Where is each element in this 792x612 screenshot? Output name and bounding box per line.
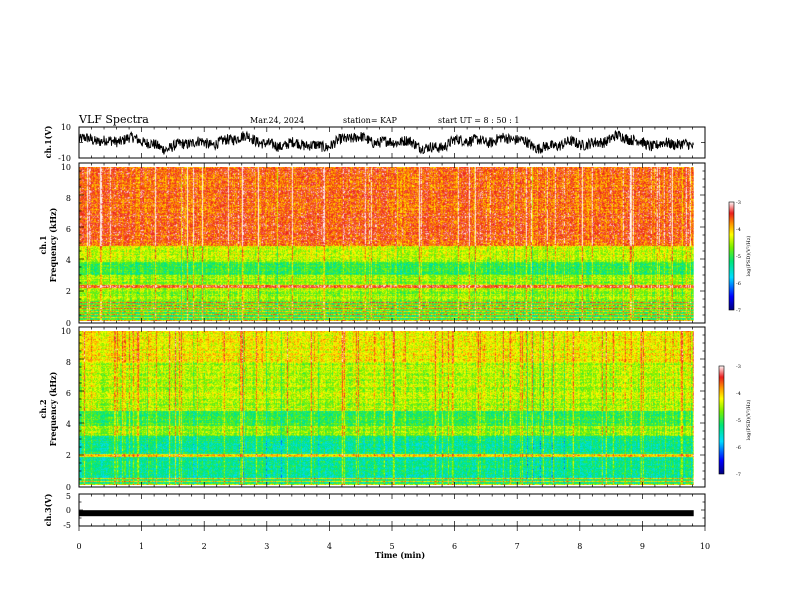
ch3-voltage-ytick-5: 5 bbox=[66, 492, 71, 501]
start-time-label: start UT = 8 : 50 : 1 bbox=[438, 116, 519, 125]
ch1-colorbar-label: log(PSD)(V²/Hz) bbox=[745, 236, 752, 277]
ch1-spec-ytick-6: 6 bbox=[66, 225, 71, 234]
ch3-voltage-panel: 5 0 -5 ch.3(V) bbox=[43, 492, 706, 531]
ch1-spec-ytick-8: 8 bbox=[66, 194, 71, 203]
ch3-voltage-ytick--5: -5 bbox=[63, 521, 71, 530]
ch3-voltage-ylabel: ch.3(V) bbox=[43, 493, 53, 526]
ch1-voltage-series bbox=[78, 129, 694, 155]
ch2-spectrogram-panel: 0 2 4 6 8 10 ch.2 Frequency (kHz) -3 -4 … bbox=[38, 326, 752, 492]
time-tick-3: 3 bbox=[264, 542, 269, 551]
ch1-spectrogram-image bbox=[79, 167, 694, 321]
ch3-voltage-frame bbox=[78, 493, 706, 527]
ch2-spec-ytick-10: 10 bbox=[61, 327, 71, 336]
ch1-cbar-tick--6: -6 bbox=[736, 281, 741, 287]
ch1-spec-ytick-0: 0 bbox=[66, 319, 71, 328]
time-tick-4: 4 bbox=[327, 542, 332, 551]
ch2-spec-ytick-8: 8 bbox=[66, 358, 71, 367]
ch1-voltage-panel: 10 -10 ch.1(V) bbox=[43, 123, 706, 163]
ch2-cbar-tick--3: -3 bbox=[736, 364, 741, 370]
ch1-cbar-tick--3: -3 bbox=[736, 200, 741, 206]
time-tick-2: 2 bbox=[202, 542, 207, 551]
ch1-spectrogram-panel: 0 2 4 6 8 10 ch.1 Frequency (kHz) -3 -4 … bbox=[38, 162, 752, 328]
ch1-voltage-ytick-bottom: -10 bbox=[58, 154, 71, 163]
ch1-cbar-tick--7: -7 bbox=[736, 308, 741, 314]
date-label: Mar.24, 2024 bbox=[250, 116, 304, 125]
figure-title: VLF Spectra bbox=[78, 113, 149, 126]
ch2-spectrogram-frame bbox=[78, 326, 706, 488]
ch1-spec-ytick-4: 4 bbox=[66, 256, 71, 265]
time-tick-1: 1 bbox=[139, 542, 144, 551]
ch2-colorbar bbox=[719, 366, 724, 474]
ch1-voltage-frame bbox=[78, 126, 706, 159]
time-tick-0: 0 bbox=[76, 542, 81, 551]
ch2-cbar-tick--7: -7 bbox=[736, 472, 741, 478]
time-tick-8: 8 bbox=[577, 542, 582, 551]
ch1-voltage-ylabel: ch.1(V) bbox=[43, 125, 53, 158]
ch2-colorbar-label: log(PSD)(V²/Hz) bbox=[745, 400, 752, 441]
ch1-voltage-ytick-top: 10 bbox=[61, 123, 71, 132]
ch1-colorbar-frame bbox=[728, 201, 735, 311]
ch2-spec-ytick-0: 0 bbox=[66, 483, 71, 492]
time-axis-tick-labels: 0 1 2 3 4 5 6 7 8 9 10 bbox=[76, 542, 710, 551]
ch2-cbar-tick--6: -6 bbox=[736, 445, 741, 451]
ch1-spec-ytick-10: 10 bbox=[61, 163, 71, 172]
ch1-cbar-tick--5: -5 bbox=[736, 254, 741, 260]
ch2-spec-ytick-6: 6 bbox=[66, 389, 71, 398]
ch2-spec-ylabel-frequency: Frequency (kHz) bbox=[48, 371, 58, 446]
time-tick-6: 6 bbox=[452, 542, 457, 551]
ch2-spec-ytick-4: 4 bbox=[66, 420, 71, 429]
ch3-voltage-series bbox=[79, 510, 694, 517]
ch2-cbar-tick--5: -5 bbox=[736, 418, 741, 424]
ch1-cbar-tick--4: -4 bbox=[736, 227, 741, 233]
time-tick-7: 7 bbox=[515, 542, 520, 551]
ch1-spec-ylabel-channel: ch.1 bbox=[38, 235, 48, 254]
ch3-voltage-ytick-0: 0 bbox=[66, 506, 71, 515]
ch2-spectrogram-image bbox=[79, 331, 694, 485]
ch1-spectrogram-frame bbox=[78, 162, 706, 324]
time-tick-10: 10 bbox=[700, 542, 710, 551]
ch2-cbar-tick--4: -4 bbox=[736, 391, 741, 397]
ch1-spec-ylabel-frequency: Frequency (kHz) bbox=[48, 207, 58, 282]
station-label: station= KAP bbox=[343, 116, 398, 125]
ch2-spec-ylabel-channel: ch.2 bbox=[38, 399, 48, 418]
time-axis-label: Time (min) bbox=[375, 550, 425, 560]
time-tick-9: 9 bbox=[640, 542, 645, 551]
ch2-colorbar-frame bbox=[718, 365, 725, 475]
time-tick-5: 5 bbox=[389, 542, 394, 551]
ch1-spec-ytick-2: 2 bbox=[66, 287, 71, 296]
ch1-colorbar bbox=[729, 202, 734, 310]
ch2-spec-ytick-2: 2 bbox=[66, 451, 71, 460]
